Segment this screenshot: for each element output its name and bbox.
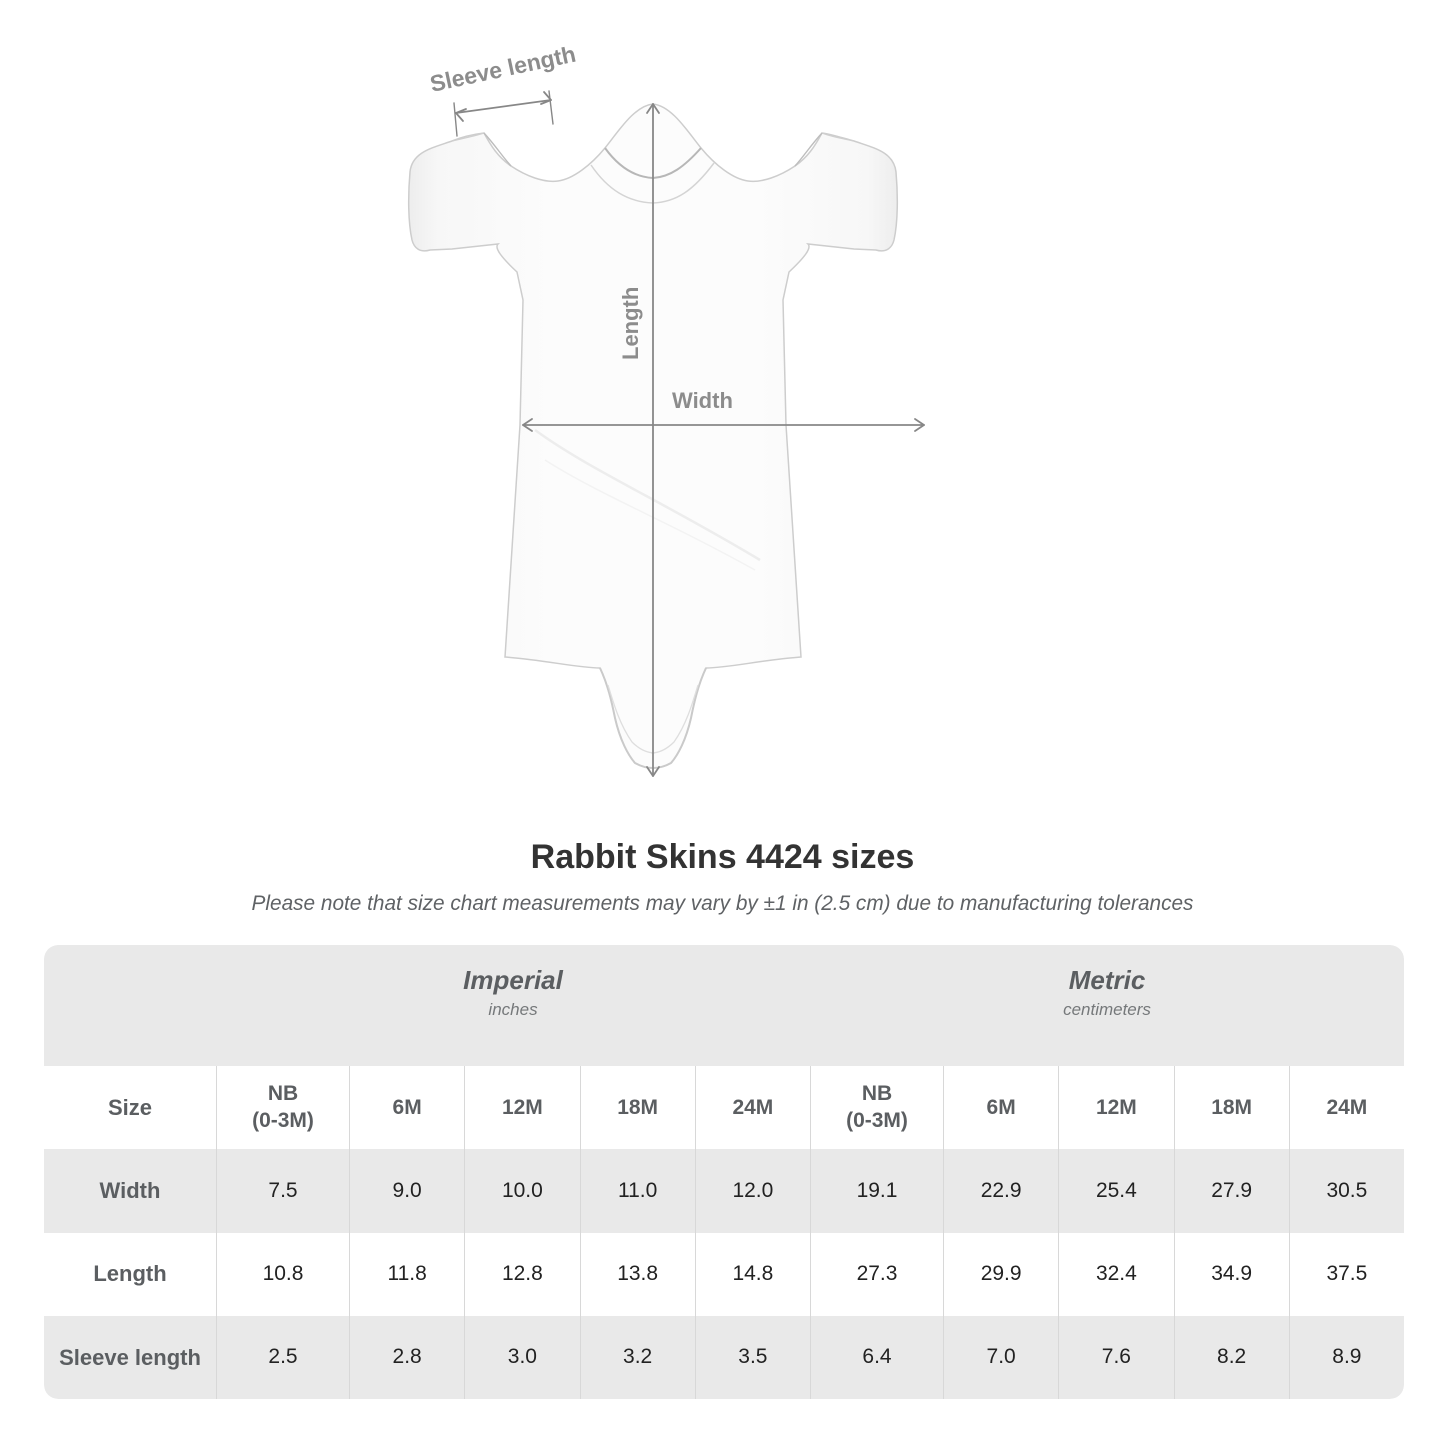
svg-text:Length: Length bbox=[618, 287, 643, 360]
svg-text:Sleeve length: Sleeve length bbox=[428, 41, 578, 97]
svg-text:Width: Width bbox=[672, 388, 733, 413]
